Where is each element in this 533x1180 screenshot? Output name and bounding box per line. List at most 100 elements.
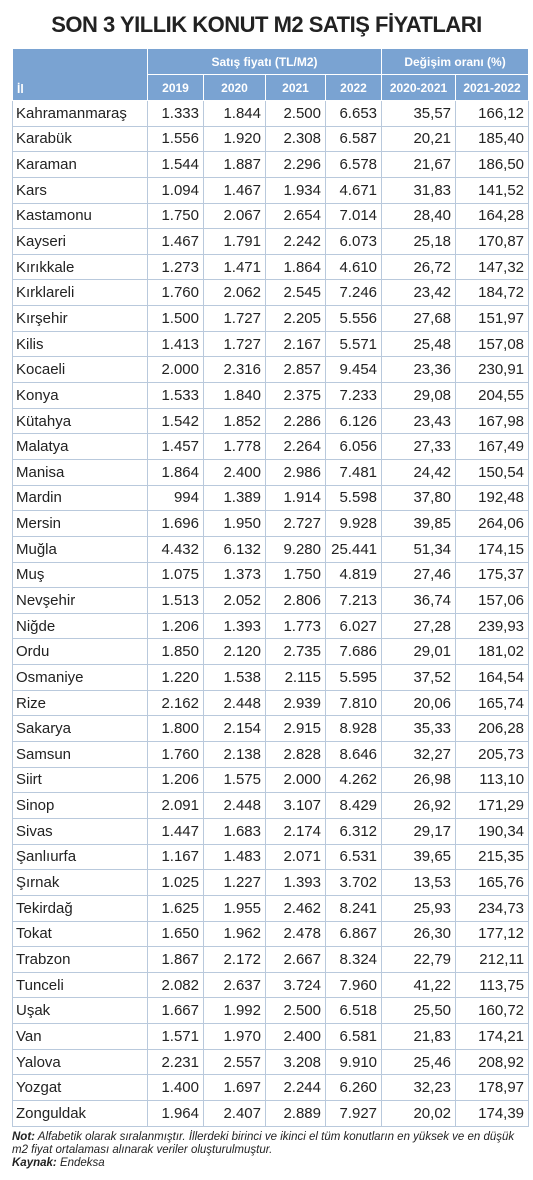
cell: 167,98: [455, 407, 530, 435]
cell: 174,39: [455, 1099, 530, 1127]
table-row: Rize 2.162 2.448 2.939 7.810 20,06 165,74: [12, 689, 530, 717]
cell: 7.960: [324, 971, 383, 999]
cell: 190,34: [455, 817, 530, 845]
city-cell: Tokat: [12, 920, 148, 948]
cell: 1.075: [147, 561, 204, 589]
table-header: İl Satış fiyatı (TL/M2) Değişim oranı (%…: [12, 48, 530, 101]
cell: 164,28: [455, 202, 530, 230]
cell: 1.727: [203, 330, 266, 358]
table-row: Kırıkkale 1.273 1.471 1.864 4.610 26,72 147,32: [12, 253, 530, 281]
city-cell: Şırnak: [12, 869, 148, 896]
cell: 1.533: [147, 382, 204, 409]
note-label: Not:: [12, 1131, 35, 1143]
cell: 205,73: [455, 741, 530, 768]
table-row: Kayseri 1.467 1.791 2.242 6.073 25,18 170,87: [12, 228, 530, 255]
table-row: Uşak 1.667 1.992 2.500 6.518 25,50 160,72: [12, 997, 530, 1025]
cell: 1.393: [265, 869, 326, 896]
cell: 7.686: [324, 638, 383, 666]
cell: 4.671: [324, 176, 383, 204]
cell: 1.025: [147, 869, 204, 896]
cell: 2.375: [265, 382, 326, 409]
cell: 1.844: [203, 100, 266, 127]
cell: 1.571: [147, 1023, 204, 1050]
cell: 2.448: [203, 792, 266, 819]
cell: 2.000: [147, 356, 204, 384]
cell: 174,15: [455, 535, 530, 563]
cell: 7.014: [324, 202, 383, 230]
cell: 1.625: [147, 894, 204, 922]
cell: 8.429: [324, 792, 383, 819]
cell: 2.915: [265, 715, 326, 743]
cell: 39,65: [381, 843, 457, 871]
cell: 2.242: [265, 228, 326, 255]
cell: 37,80: [381, 484, 457, 512]
city-cell: Kastamonu: [12, 202, 148, 230]
cell: 1.992: [203, 997, 266, 1025]
cell: 3.107: [265, 792, 326, 819]
city-cell: Sinop: [12, 792, 148, 819]
city-cell: Konya: [12, 382, 148, 409]
city-cell: Samsun: [12, 741, 148, 768]
cell: 1.914: [265, 484, 326, 512]
cell: 29,08: [381, 382, 457, 409]
cell: 1.962: [203, 920, 266, 948]
cell: 208,92: [455, 1048, 530, 1076]
table-row: Tokat 1.650 1.962 2.478 6.867 26,30 177,12: [12, 920, 530, 948]
table-row: Ordu 1.850 2.120 2.735 7.686 29,01 181,02: [12, 638, 530, 666]
cell: 2.071: [265, 843, 326, 871]
cell: 1.920: [203, 125, 266, 153]
cell: 2.082: [147, 971, 204, 999]
cell: 1.800: [147, 715, 204, 743]
cell: 1.556: [147, 125, 204, 153]
cell: 212,11: [455, 946, 530, 973]
cell: 2.067: [203, 202, 266, 230]
city-cell: Manisa: [12, 458, 148, 486]
column-header: 2020-2021: [381, 74, 457, 101]
cell: 6.587: [324, 125, 383, 153]
price-table: İl Satış fiyatı (TL/M2) Değişim oranı (%…: [12, 48, 530, 1127]
cell: 6.260: [324, 1074, 383, 1101]
city-cell: Kahramanmaraş: [12, 100, 148, 127]
column-header: 2022: [324, 74, 383, 101]
cell: 170,87: [455, 228, 530, 255]
cell: 157,08: [455, 330, 530, 358]
table-row: Şanlıurfa 1.167 1.483 2.071 6.531 39,65 215,35: [12, 843, 530, 871]
cell: 1.964: [147, 1099, 204, 1127]
city-cell: Malatya: [12, 433, 148, 460]
cell: 1.864: [147, 458, 204, 486]
cell: 1.513: [147, 587, 204, 614]
table-row: Kütahya 1.542 1.852 2.286 6.126 23,43 167,98: [12, 407, 530, 435]
cell: 204,55: [455, 382, 530, 409]
city-cell: Tekirdağ: [12, 894, 148, 922]
cell: 9.280: [265, 535, 326, 563]
cell: 6.312: [324, 817, 383, 845]
cell: 1.791: [203, 228, 266, 255]
cell: 167,49: [455, 433, 530, 460]
city-cell: Muğla: [12, 535, 148, 563]
table-row: Konya 1.533 1.840 2.375 7.233 29,08 204,55: [12, 382, 530, 409]
cell: 31,83: [381, 176, 457, 204]
cell: 1.167: [147, 843, 204, 871]
cell: 2.154: [203, 715, 266, 743]
cell: 160,72: [455, 997, 530, 1025]
footer: Not: Alfabetik olarak sıralanmıştır. İll…: [12, 1131, 527, 1170]
cell: 27,28: [381, 612, 457, 640]
cell: 2.545: [265, 279, 326, 307]
table-row: Sivas 1.447 1.683 2.174 6.312 29,17 190,34: [12, 817, 530, 845]
cell: 25,93: [381, 894, 457, 922]
cell: 4.262: [324, 766, 383, 794]
table-row: Nevşehir 1.513 2.052 2.806 7.213 36,74 157,06: [12, 587, 530, 614]
cell: 1.389: [203, 484, 266, 512]
cell: 1.864: [265, 253, 326, 281]
city-cell: Karabük: [12, 125, 148, 153]
table-row: Samsun 1.760 2.138 2.828 8.646 32,27 205,73: [12, 741, 530, 768]
cell: 2.448: [203, 689, 266, 717]
cell: 1.750: [265, 561, 326, 589]
cell: 1.778: [203, 433, 266, 460]
city-cell: Kırşehir: [12, 305, 148, 332]
city-cell: Kırklareli: [12, 279, 148, 307]
cell: 8.928: [324, 715, 383, 743]
cell: 2.407: [203, 1099, 266, 1127]
cell: 20,06: [381, 689, 457, 717]
cell: 1.400: [147, 1074, 204, 1101]
